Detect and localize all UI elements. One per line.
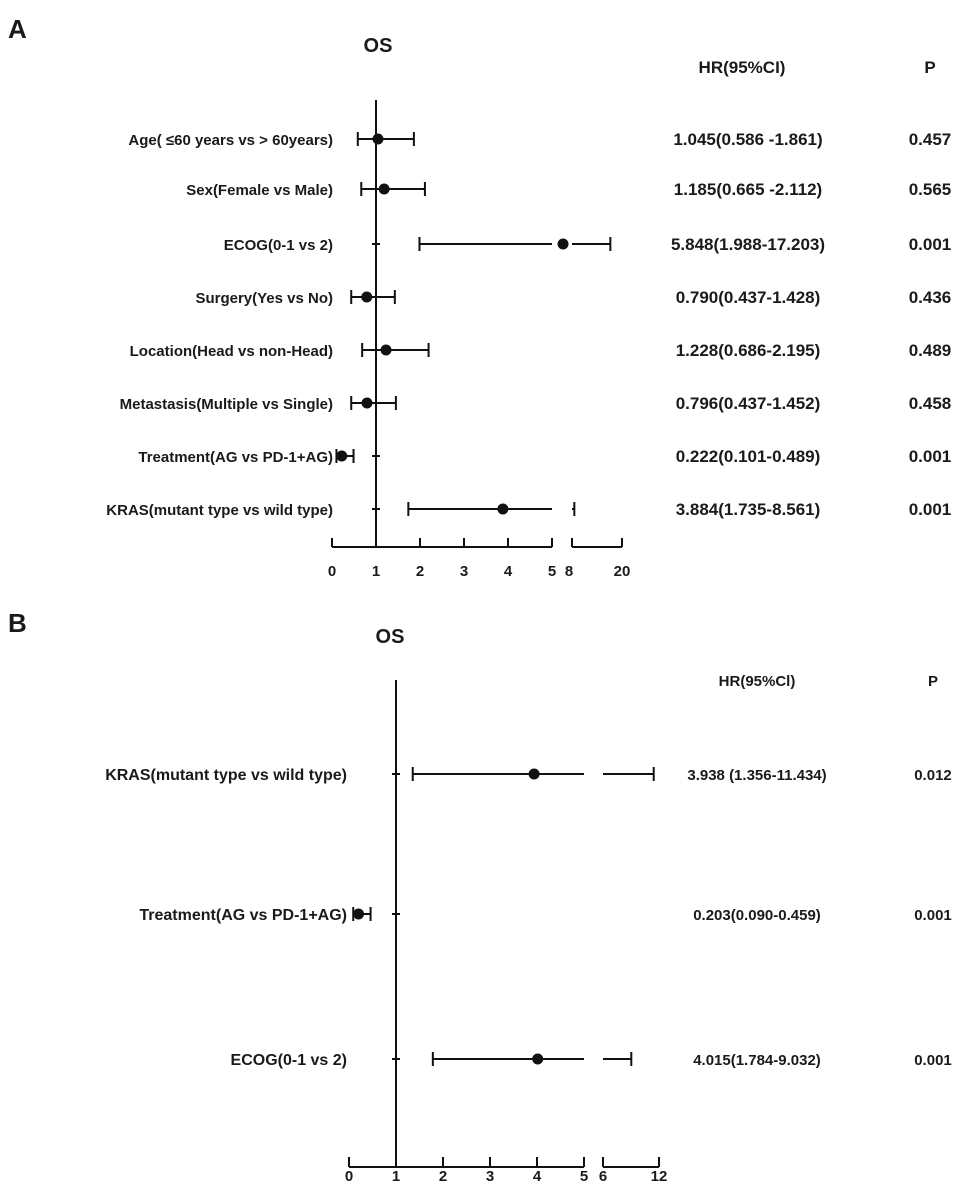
panel-a-hr-ci-value: 3.884(1.735-8.561) (676, 500, 821, 519)
panel-b-hr-ci-value: 3.938 (1.356-11.434) (687, 767, 826, 784)
panel-b-hr-ci-value: 0.203(0.090-0.459) (693, 907, 821, 924)
panel-a-x-tick-label: 4 (504, 563, 513, 580)
panel-a-plot: 0 1 2 3 4 5 8 20 Age( ≤60 years vs > 60years) 1.0… (106, 100, 951, 580)
panel-a-hr-point (380, 344, 392, 356)
panel-b-hr-point (532, 1053, 544, 1065)
panel-a-row-label: Sex(Female vs Male) (186, 182, 333, 199)
panel-b-letter: B (8, 608, 27, 638)
panel-a-x-tick-label: 1 (372, 563, 380, 580)
panel-b-x-tick-label: 3 (486, 1168, 494, 1184)
panel-a-hr-ci-value: 0.222(0.101-0.489) (676, 447, 821, 466)
panel-a-hr-point (557, 238, 569, 250)
panel-a-p-value: 0.458 (909, 394, 952, 413)
panel-b-p-value: 0.001 (914, 1052, 952, 1069)
panel-a-hr-ci-value: 1.228(0.686-2.195) (676, 341, 821, 360)
panel-a-row-label: Age( ≤60 years vs > 60years) (128, 132, 333, 149)
panel-a-hr-point (372, 133, 384, 145)
panel-b-row-label: Treatment(AG vs PD-1+AG) (139, 907, 347, 924)
panel-a-row-label: Metastasis(Multiple vs Single) (120, 396, 333, 413)
panel-a-hr-point (361, 291, 373, 303)
panel-a-x-tick-label: 8 (565, 563, 573, 580)
panel-a-p-value: 0.436 (909, 288, 952, 307)
panel-a-p-value: 0.001 (909, 235, 952, 254)
panel-b-p-value: 0.012 (914, 767, 952, 784)
panel-a-p-value: 0.001 (909, 500, 952, 519)
panel-a-row-label: KRAS(mutant type vs wild type) (106, 502, 333, 519)
panel-a-hr-ci-value: 0.796(0.437-1.452) (676, 394, 821, 413)
panel-a-x-tick-label: 3 (460, 563, 468, 580)
panel-a-p-value: 0.001 (909, 447, 952, 466)
panel-a-row-label: ECOG(0-1 vs 2) (224, 237, 333, 254)
panel-a-p-value: 0.457 (909, 130, 952, 149)
panel-b-x-tick-label: 2 (439, 1168, 447, 1184)
panel-b-x-tick-label: 0 (345, 1168, 353, 1184)
panel-a-hr-point (361, 397, 373, 409)
panel-b-hr-ci-value: 4.015(1.784-9.032) (693, 1052, 821, 1069)
panel-b-x-tick-label: 6 (599, 1168, 607, 1184)
panel-b-hr-point (528, 768, 540, 780)
panel-a-hr-point (378, 183, 390, 195)
panel-a-title: OS (364, 35, 393, 57)
panel-a-hr-point (336, 450, 348, 462)
panel-a-x-tick-label: 2 (416, 563, 424, 580)
panel-a-x-tick-label: 0 (328, 563, 336, 580)
panel-a-p-value: 0.489 (909, 341, 952, 360)
panel-a-row-label: Location(Head vs non-Head) (130, 343, 333, 360)
panel-a-x-tick-label: 5 (548, 563, 556, 580)
panel-b-hr-header: HR(95%Cl) (719, 673, 796, 690)
panel-a-letter: A (8, 14, 27, 44)
panel-b-p-value: 0.001 (914, 907, 952, 924)
panel-b-row-label: ECOG(0-1 vs 2) (231, 1052, 347, 1069)
panel-a-x-tick-label: 20 (614, 563, 631, 580)
panel-b-x-tick-label: 4 (533, 1168, 542, 1184)
panel-a-hr-ci-value: 0.790(0.437-1.428) (676, 288, 821, 307)
panel-a-row-label: Surgery(Yes vs No) (195, 290, 333, 307)
panel-a-hr-header: HR(95%CI) (699, 58, 786, 77)
panel-b-hr-point (353, 908, 365, 920)
panel-a-p-value: 0.565 (909, 180, 952, 199)
panel-a-hr-point (497, 503, 509, 515)
panel-b-title: OS (376, 626, 405, 648)
panel-b-x-tick-label: 1 (392, 1168, 400, 1184)
panel-b-x-tick-label: 12 (651, 1168, 668, 1184)
panel-a-hr-ci-value: 1.185(0.665 -2.112) (674, 180, 822, 199)
panel-a-p-header: P (924, 58, 935, 77)
panel-b-row-label: KRAS(mutant type vs wild type) (105, 767, 347, 784)
panel-b-x-tick-label: 5 (580, 1168, 588, 1184)
panel-a-hr-ci-value: 5.848(1.988-17.203) (671, 235, 825, 254)
panel-a-hr-ci-value: 1.045(0.586 -1.861) (673, 130, 822, 149)
panel-a-row-label: Treatment(AG vs PD-1+AG) (138, 449, 333, 466)
panel-b-p-header: P (928, 673, 938, 690)
